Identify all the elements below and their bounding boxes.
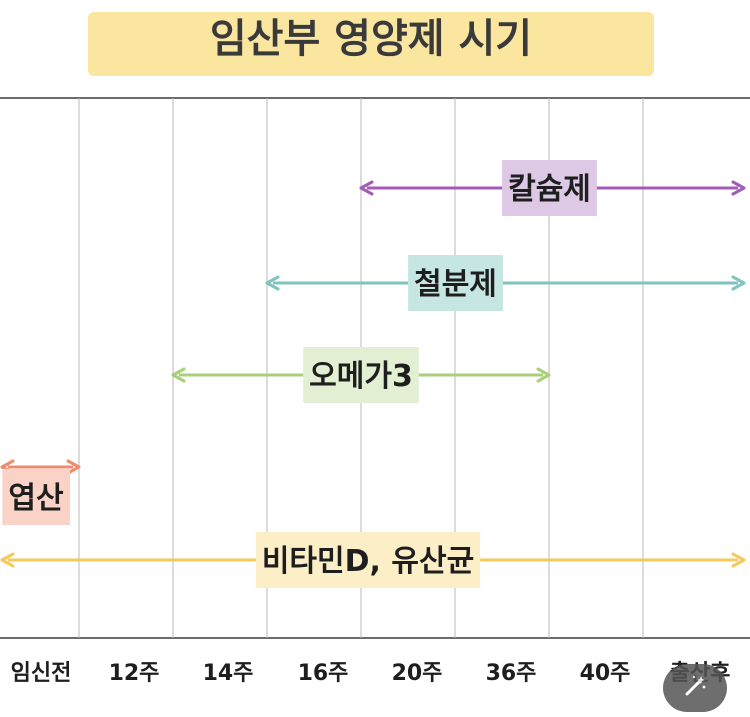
bar-label: 엽산 (8, 481, 64, 516)
bar-arrowhead-right (731, 275, 746, 291)
edit-image-button[interactable] (663, 664, 727, 712)
bar-1: 칼슘제 (359, 160, 746, 216)
magic-wand-icon (682, 673, 708, 703)
bar-label: 비타민D, 유산균 (262, 544, 474, 579)
bar-label: 철분제 (414, 267, 497, 302)
x-axis-ticks: 임신전12주14주16주20주36주40주출산후 (11, 661, 731, 686)
bar-label-background (502, 160, 597, 216)
bar-arrowhead-left (359, 180, 374, 196)
bar-5: 비타민D, 유산균 (0, 532, 746, 588)
bar-label-background (2, 469, 70, 525)
bar-arrowhead-left (0, 552, 15, 568)
x-tick-label: 14주 (203, 661, 254, 686)
x-tick-label: 12주 (109, 661, 160, 686)
x-tick-label: 임신전 (11, 661, 72, 686)
bar-arrowhead-left (171, 367, 186, 383)
bar-label-background (408, 255, 503, 311)
x-tick-label: 16주 (298, 661, 349, 686)
bar-label-background (255, 532, 481, 588)
title-highlight (88, 12, 654, 76)
chart-title-group: 임산부 영양제 시기 (88, 12, 654, 76)
bar-label: 오메가3 (309, 359, 413, 394)
bar-arrowhead-left (265, 275, 280, 291)
bar-label-background (303, 347, 419, 403)
bar-arrowhead-right (731, 552, 746, 568)
bar-label: 칼슘제 (508, 172, 591, 207)
bar-arrowhead-right (536, 367, 551, 383)
chart-title: 임산부 영양제 시기 (210, 16, 532, 62)
x-tick-label: 40주 (580, 661, 631, 686)
bar-3: 오메가3 (171, 347, 551, 403)
bar-4: 엽산 (0, 459, 81, 525)
bar-2: 철분제 (265, 255, 746, 311)
x-tick-label: 36주 (486, 661, 537, 686)
bar-arrowhead-right (731, 180, 746, 196)
x-tick-label: 20주 (392, 661, 443, 686)
